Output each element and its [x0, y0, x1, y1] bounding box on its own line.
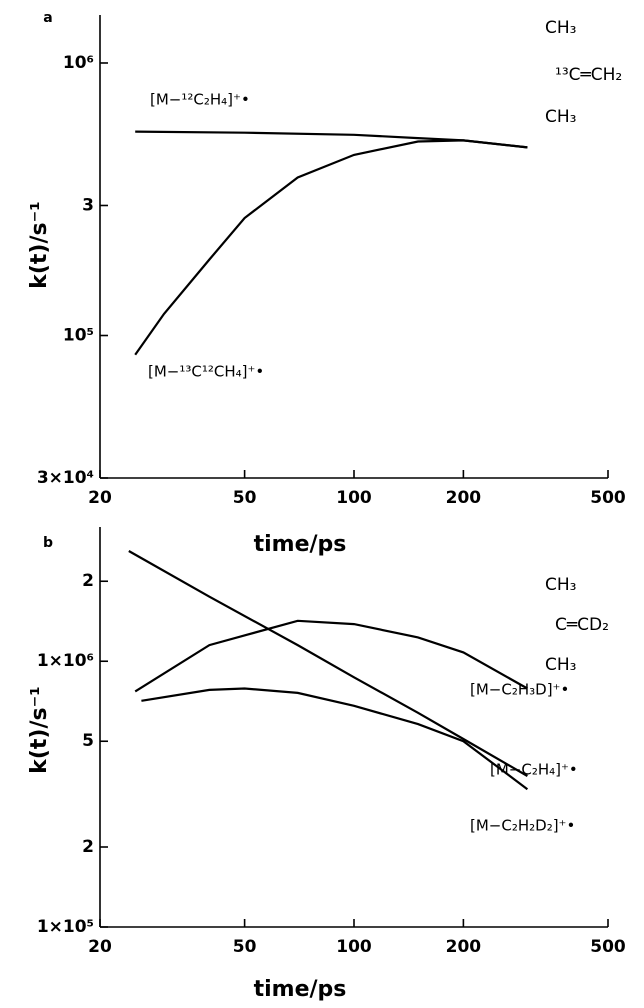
panel-letter: b: [43, 535, 53, 551]
y-tick-label: 1×10⁵: [37, 917, 94, 937]
structure-text: C═CD₂: [555, 615, 609, 635]
y-axis-label: k(t)/s⁻¹: [27, 201, 52, 289]
y-tick-label: 10⁵: [63, 326, 94, 346]
x-tick-label: 500: [590, 488, 626, 508]
structure-text: ¹³C═CH₂: [555, 65, 622, 85]
line: [134, 619, 528, 693]
x-axis-label: time/ps: [254, 532, 347, 557]
x-tick-label: 50: [233, 937, 257, 957]
series-label: [M−C₂H₂D₂]⁺•: [470, 817, 575, 835]
series-label: [M−¹³C¹²CH₄]⁺•: [148, 363, 264, 381]
line: [134, 139, 528, 356]
line: [128, 550, 528, 777]
y-tick-label: 3: [82, 195, 94, 215]
y-tick-label: 10⁶: [63, 53, 94, 73]
y-tick-label: 2: [82, 837, 94, 857]
y-tick-label: 1×10⁶: [37, 651, 94, 671]
x-tick-label: 50: [233, 488, 257, 508]
x-tick-label: 20: [88, 488, 112, 508]
y-tick-label: 5: [82, 731, 94, 751]
series-label: [M−C₂H₃D]⁺•: [470, 681, 569, 699]
y-tick-label: 3×10⁴: [37, 468, 94, 488]
structure-text: CH₃: [545, 575, 576, 595]
structure-text: CH₃: [545, 18, 576, 38]
line: [141, 687, 529, 791]
x-tick-label: 200: [446, 937, 482, 957]
line: [135, 130, 528, 149]
structure-text: CH₃: [545, 655, 576, 675]
y-tick-label: 2: [82, 571, 94, 591]
y-axis-label: k(t)/s⁻¹: [27, 686, 52, 774]
series-label: [M−¹²C₂H₄]⁺•: [150, 91, 250, 109]
x-tick-label: 500: [590, 937, 626, 957]
x-tick-label: 20: [88, 937, 112, 957]
structure-text: CH₃: [545, 107, 576, 127]
x-tick-label: 100: [336, 488, 372, 508]
x-tick-label: 200: [446, 488, 482, 508]
x-tick-label: 100: [336, 937, 372, 957]
panel-letter: a: [43, 10, 52, 26]
series-label: [M−C₂H₄]⁺•: [490, 761, 578, 779]
x-axis-label: time/ps: [254, 977, 347, 1002]
